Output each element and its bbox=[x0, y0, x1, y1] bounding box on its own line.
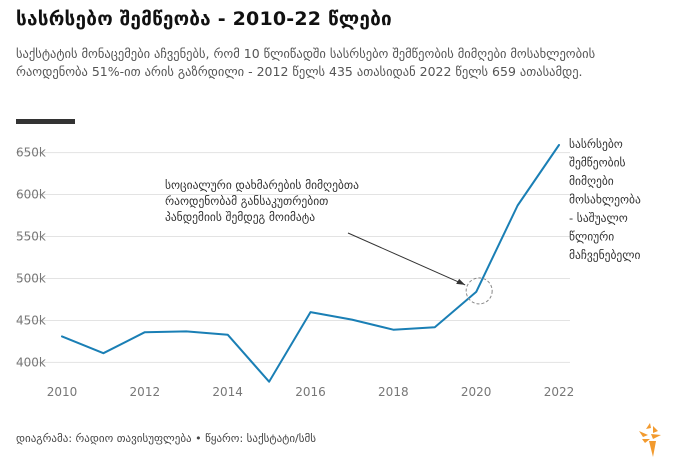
series-line-layer bbox=[61, 144, 560, 383]
y-tick-label: 550k bbox=[16, 230, 46, 244]
x-axis-tick-labels: 2010 2012 2014 2016 2018 2020 2022 bbox=[47, 385, 575, 399]
series-line bbox=[61, 144, 560, 383]
y-tick-label: 400k bbox=[16, 355, 46, 369]
x-tick-label: 2018 bbox=[378, 385, 409, 399]
x-tick-label: 2010 bbox=[47, 385, 78, 399]
end-label-line: - საშუალო bbox=[569, 211, 628, 225]
title-rule bbox=[16, 119, 75, 124]
x-tick-label: 2012 bbox=[130, 385, 161, 399]
end-label-line: შემწეობის bbox=[569, 156, 626, 170]
annotation: სოციალური დახმარების მიმღებთა რაოდენობამ … bbox=[165, 178, 493, 305]
end-label-line: სასრსებო bbox=[569, 137, 623, 151]
y-axis-tick-labels: 400k 450k 500k 550k 600k 650k bbox=[16, 146, 46, 370]
annotation-text-line: რაოდენობამ განსაკუთრებით bbox=[165, 194, 328, 208]
end-label-line: მიმღები bbox=[569, 174, 614, 188]
x-tick-label: 2014 bbox=[212, 385, 243, 399]
x-tick-label: 2022 bbox=[544, 385, 575, 399]
x-tick-label: 2016 bbox=[295, 385, 326, 399]
series-end-label: სასრსებო შემწეობის მიმღები მოსახლეობა - საშუ… bbox=[569, 137, 641, 262]
annotation-arrow bbox=[347, 232, 466, 286]
chart-title: სასრსებო შემწეობა - 2010-22 წლები bbox=[16, 8, 392, 30]
radio-liberty-torch-icon bbox=[639, 423, 661, 457]
y-tick-label: 450k bbox=[16, 313, 46, 327]
y-tick-label: 650k bbox=[16, 146, 46, 160]
chart-subtitle: საქსტატის მონაცემები აჩვენებს, რომ 10 წლ… bbox=[16, 46, 596, 79]
annotation-highlight-circle bbox=[465, 277, 493, 305]
annotation-text-line: სოციალური დახმარების მიმღებთა bbox=[165, 178, 359, 192]
y-tick-label: 500k bbox=[16, 271, 46, 285]
annotation-text-line: პანდემიის შემდეგ მოიმატა bbox=[165, 210, 315, 224]
annotation-arrowhead bbox=[456, 278, 466, 285]
end-label-line: წლიური bbox=[569, 230, 614, 244]
end-label-line: მოსახლეობა bbox=[569, 193, 641, 207]
chart-footer: დიაგრამა: რადიო თავისუფლება • წყარო: საქ… bbox=[16, 432, 316, 445]
x-tick-label: 2020 bbox=[461, 385, 492, 399]
end-label-line: მაჩვენებელი bbox=[569, 248, 640, 262]
grid-lines bbox=[16, 152, 570, 363]
y-tick-label: 600k bbox=[16, 188, 46, 202]
